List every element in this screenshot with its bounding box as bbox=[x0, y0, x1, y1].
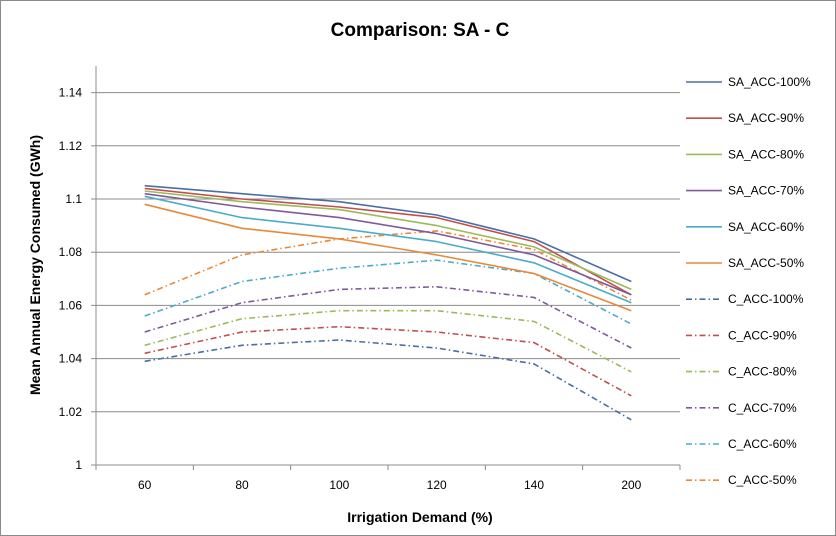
legend-label: SA_ACC-60% bbox=[728, 220, 804, 234]
legend-label: C_ACC-50% bbox=[728, 473, 797, 487]
x-tick-label: 100 bbox=[329, 478, 349, 492]
series-line bbox=[144, 285, 632, 349]
series-line bbox=[144, 192, 632, 296]
x-tick-label: 200 bbox=[621, 478, 641, 492]
x-tick-label: 80 bbox=[235, 478, 249, 492]
series-line bbox=[144, 325, 632, 397]
legend-label: SA_ACC-70% bbox=[728, 184, 804, 198]
legend-label: C_ACC-60% bbox=[728, 437, 797, 451]
legend-label: SA_ACC-100% bbox=[728, 75, 811, 89]
legend-label: SA_ACC-50% bbox=[728, 256, 804, 270]
chart-title: Comparison: SA - C bbox=[330, 20, 510, 41]
y-tick-label: 1.1 bbox=[65, 192, 82, 206]
y-tick-label: 1.12 bbox=[59, 139, 83, 153]
legend-label: SA_ACC-90% bbox=[728, 111, 804, 125]
series-line bbox=[144, 190, 632, 291]
y-tick-label: 1.04 bbox=[59, 352, 83, 366]
legend-label: C_ACC-100% bbox=[728, 292, 804, 306]
y-tick-label: 1.06 bbox=[59, 298, 83, 312]
y-tick-label: 1 bbox=[75, 458, 82, 472]
series-line bbox=[144, 259, 632, 325]
x-tick-label: 140 bbox=[524, 478, 544, 492]
x-tick-label: 120 bbox=[427, 478, 447, 492]
series-line bbox=[144, 203, 632, 312]
series-line bbox=[144, 339, 632, 421]
x-axis-title: Irrigation Demand (%) bbox=[347, 509, 493, 525]
y-tick-label: 1.02 bbox=[59, 405, 83, 419]
series-line bbox=[144, 195, 632, 304]
legend-label: SA_ACC-80% bbox=[728, 147, 804, 161]
x-tick-label: 60 bbox=[138, 478, 152, 492]
series-line bbox=[144, 309, 632, 373]
series-line bbox=[144, 184, 632, 283]
y-tick-label: 1.08 bbox=[59, 245, 83, 259]
legend-label: C_ACC-80% bbox=[728, 365, 797, 379]
series-line bbox=[144, 187, 632, 296]
legend-label: C_ACC-90% bbox=[728, 328, 797, 342]
y-tick-label: 1.14 bbox=[59, 86, 83, 100]
legend-label: C_ACC-70% bbox=[728, 401, 797, 415]
